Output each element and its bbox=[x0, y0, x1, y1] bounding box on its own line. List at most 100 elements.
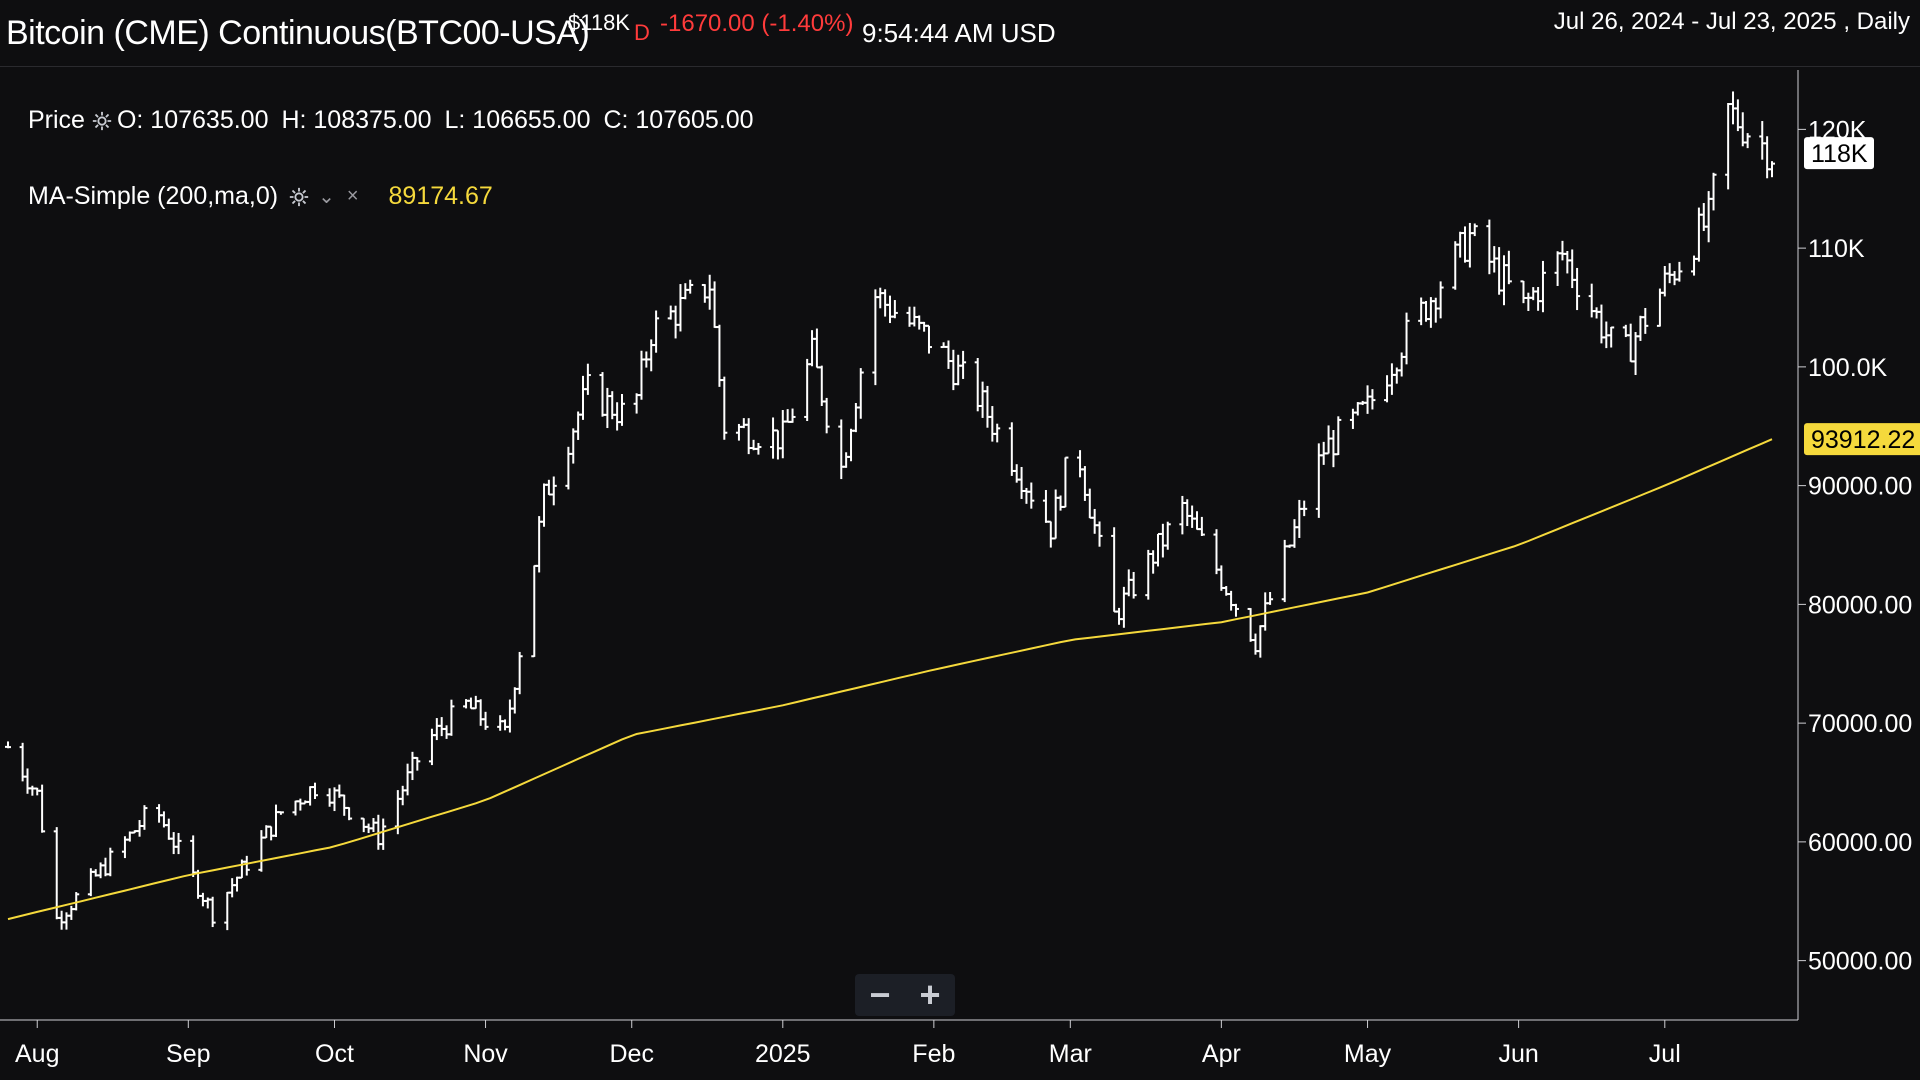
ohlc-bar bbox=[779, 410, 786, 459]
ohlc-bar bbox=[1725, 102, 1732, 190]
ohlc-bars bbox=[5, 91, 1775, 931]
x-tick-label: Jun bbox=[1498, 1040, 1538, 1068]
x-tick-label: Feb bbox=[912, 1040, 955, 1068]
last-price: $118K bbox=[568, 10, 630, 35]
ohlc-bar bbox=[1018, 466, 1025, 499]
ohlc-bar bbox=[1155, 532, 1162, 567]
ohlc-bar bbox=[516, 651, 523, 695]
ohlc-bar bbox=[482, 711, 489, 730]
ohlc-bar bbox=[199, 892, 206, 907]
ohlc-bar bbox=[672, 305, 679, 339]
ohlc-values: O: 107635.00 H: 108375.00 L: 106655.00 C… bbox=[117, 106, 760, 135]
ohlc-bar bbox=[848, 428, 855, 462]
ohlc-bar bbox=[575, 411, 582, 440]
ohlc-bar bbox=[170, 832, 177, 855]
ohlc-bar bbox=[1403, 312, 1410, 365]
ohlc-bar bbox=[1096, 521, 1103, 547]
ohlc-bar bbox=[268, 825, 275, 841]
ohlc-bar bbox=[1632, 332, 1639, 375]
ohlc-bar bbox=[307, 786, 314, 806]
low-value: L: 106655.00 bbox=[444, 106, 591, 134]
ohlc-bar bbox=[857, 368, 864, 419]
axis-markers: 118K 93912.22 bbox=[1804, 137, 1920, 456]
ohlc-bar bbox=[1369, 389, 1376, 410]
ohlc-bar bbox=[1588, 283, 1595, 318]
ohlc-bar bbox=[1520, 280, 1527, 304]
ma-legend-label: MA-Simple (200,ma,0) bbox=[28, 182, 279, 210]
ohlc-bar bbox=[1296, 499, 1303, 538]
ohlc-bar bbox=[716, 324, 723, 387]
ohlc-bar bbox=[740, 418, 747, 429]
ohlc-bar bbox=[960, 350, 967, 379]
ohlc-bar bbox=[477, 699, 484, 726]
chart-header: Bitcoin (CME) Continuous(BTC00-USA) $118… bbox=[0, 0, 1920, 67]
gear-icon[interactable] bbox=[91, 110, 113, 132]
ohlc-bar bbox=[706, 274, 713, 310]
price-change: -1670.00 (-1.40%) bbox=[660, 10, 854, 37]
ohlc-bar bbox=[1437, 281, 1444, 319]
last-price-marker-label: 118K bbox=[1811, 140, 1868, 168]
zoom-in-button[interactable]: + bbox=[919, 974, 941, 1015]
ohlc-bar bbox=[448, 699, 455, 736]
ohlc-bar bbox=[1569, 249, 1576, 289]
ohlc-bar bbox=[1262, 592, 1269, 631]
y-axis-ticks: 120K110K100.0K90000.0080000.0070000.0060… bbox=[1798, 116, 1912, 976]
ohlc-bar bbox=[945, 340, 952, 369]
close-icon[interactable]: × bbox=[346, 185, 359, 207]
ohlc-bar bbox=[1564, 251, 1571, 274]
ohlc-bar bbox=[618, 394, 625, 426]
ohlc-bar bbox=[1671, 271, 1678, 286]
chevron-down-icon[interactable]: ⌄ bbox=[318, 186, 335, 208]
x-axis-ticks: Aug Sep Oct Nov Dec 2025 Feb Mar Apr May Jun Jul bbox=[15, 1020, 1681, 1068]
ohlc-bar bbox=[1291, 519, 1298, 548]
ohlc-bar bbox=[234, 876, 241, 892]
ohlc-bar bbox=[414, 756, 421, 771]
ma-line bbox=[7, 438, 1773, 921]
ohlc-bar bbox=[1257, 625, 1264, 658]
ohlc-bar bbox=[1539, 260, 1546, 313]
ohlc-bar bbox=[443, 725, 450, 739]
ohlc-bar bbox=[580, 375, 587, 420]
ohlc-bar bbox=[107, 847, 114, 877]
ohlc-bar bbox=[502, 719, 509, 731]
ohlc-bar bbox=[955, 354, 962, 386]
ohlc-bar bbox=[39, 784, 46, 833]
ohlc-bar bbox=[1593, 307, 1600, 319]
ohlc-bar bbox=[872, 289, 879, 386]
ohlc-bar bbox=[1047, 520, 1054, 548]
ohlc-bar bbox=[467, 697, 474, 710]
zoom-control: − + bbox=[855, 974, 955, 1016]
gear-icon[interactable] bbox=[288, 186, 310, 208]
ohlc-bar bbox=[1418, 297, 1425, 326]
ohlc-bar bbox=[1023, 487, 1030, 504]
ohlc-bar bbox=[1554, 251, 1561, 286]
y-tick-label: 80000.00 bbox=[1808, 591, 1912, 619]
ohlc-bar bbox=[224, 891, 231, 931]
ohlc-bar bbox=[1330, 430, 1337, 468]
ohlc-bar bbox=[1525, 292, 1532, 311]
ohlc-bar bbox=[774, 429, 781, 460]
date-range-selector[interactable]: Jul 26, 2024 - Jul 23, 2025 , Daily bbox=[1553, 8, 1910, 35]
ohlc-bar bbox=[667, 305, 674, 320]
ohlc-bar bbox=[536, 516, 543, 573]
ohlc-bar bbox=[570, 428, 577, 464]
y-tick-label: 100.0K bbox=[1808, 354, 1888, 382]
ohlc-bar bbox=[721, 376, 728, 440]
open-value: O: 107635.00 bbox=[116, 106, 269, 134]
ohlc-bar bbox=[1744, 133, 1751, 149]
ohlc-bar bbox=[1159, 523, 1166, 558]
ohlc-bar bbox=[311, 782, 318, 799]
ohlc-bar bbox=[1710, 172, 1717, 211]
ohlc-bar bbox=[258, 830, 265, 872]
x-tick-label: Mar bbox=[1049, 1040, 1092, 1068]
ohlc-bar bbox=[1335, 416, 1342, 456]
ohlc-bar bbox=[1530, 287, 1537, 301]
ohlc-bar bbox=[341, 794, 348, 816]
ohlc-bar bbox=[1077, 450, 1084, 478]
ohlc-bar bbox=[701, 283, 708, 303]
ohlc-bar bbox=[813, 328, 820, 369]
zoom-out-button[interactable]: − bbox=[869, 974, 891, 1015]
y-tick-label: 60000.00 bbox=[1808, 829, 1912, 857]
last-price-marker-box bbox=[1804, 137, 1874, 170]
